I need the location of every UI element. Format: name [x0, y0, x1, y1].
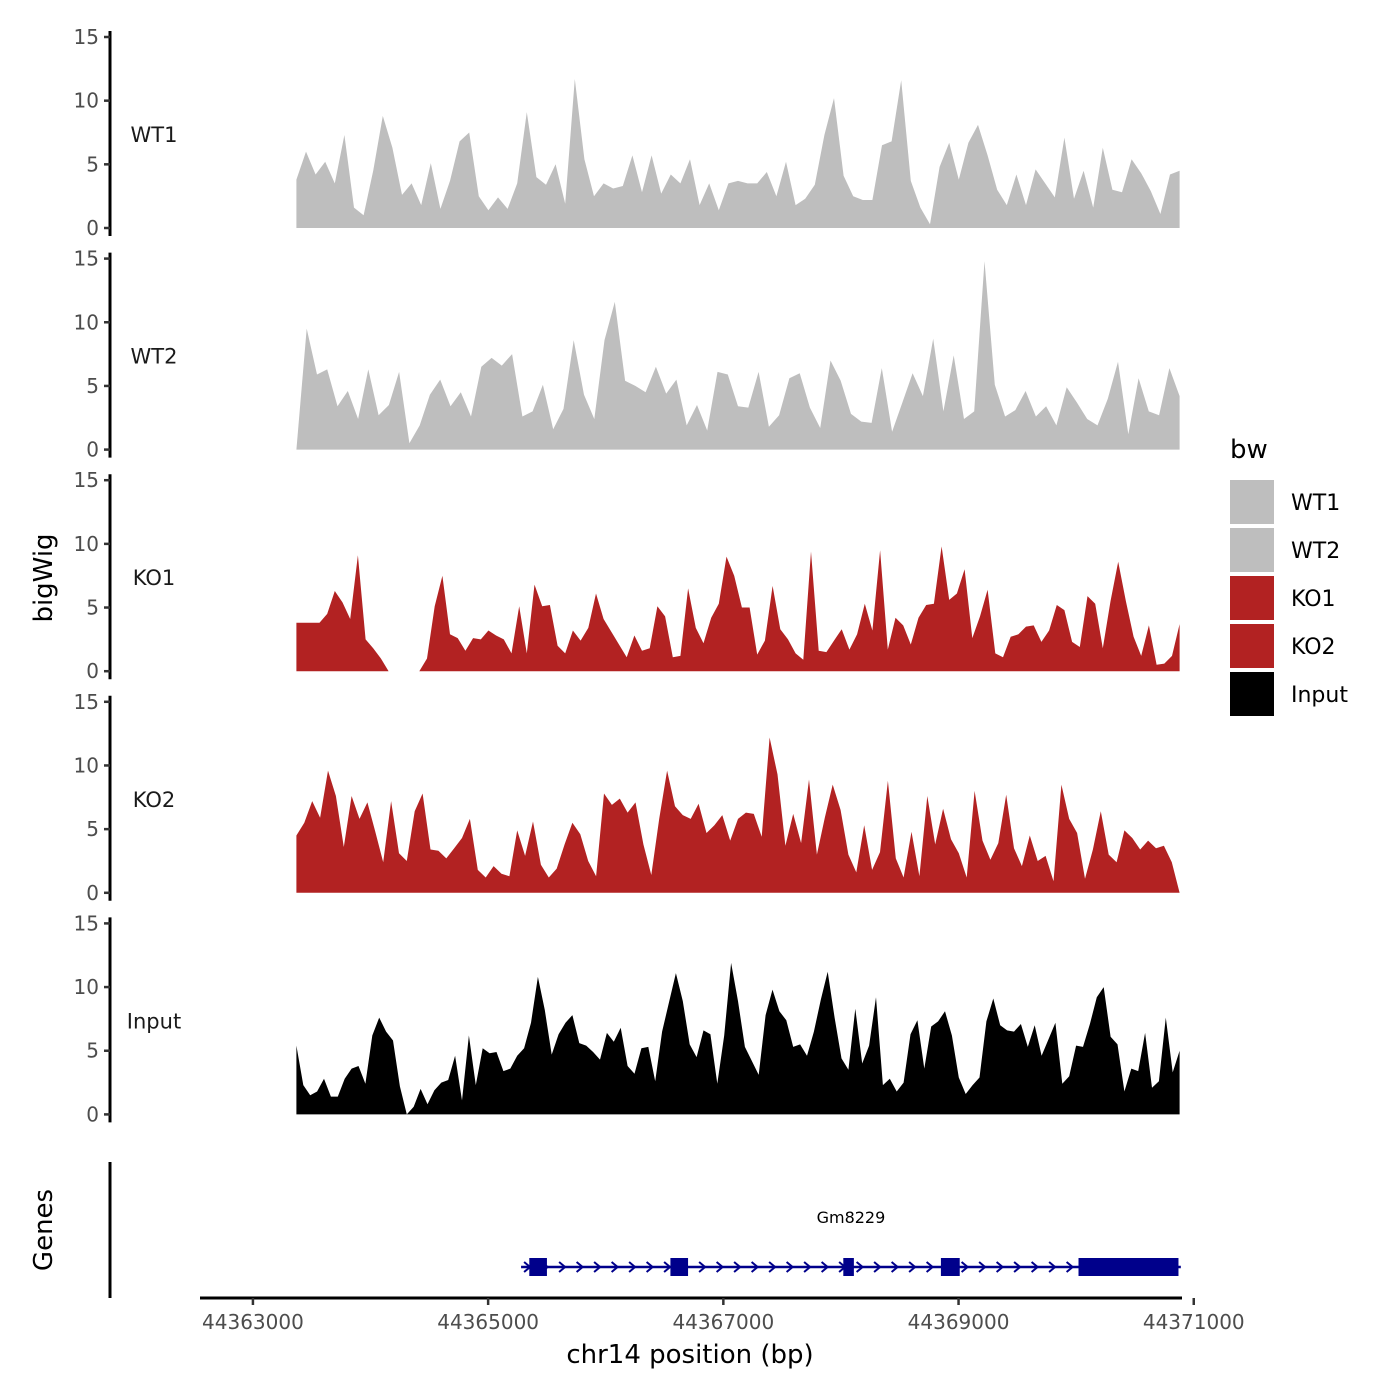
strand-arrow — [1030, 1261, 1040, 1273]
panel-label-wt2: WT2 — [131, 345, 178, 369]
legend: bw WT1 WT2 KO1 KO2 Input — [1230, 435, 1348, 716]
y-tick-label: 0 — [86, 216, 99, 240]
legend-title: bw — [1230, 435, 1268, 465]
y-tick-label: 0 — [86, 1102, 99, 1126]
panel-label-input: Input — [127, 1009, 181, 1033]
legend-entry-wt1: WT1 — [1230, 480, 1340, 524]
y-tick-label: 0 — [86, 659, 99, 683]
panel-label-ko2: KO2 — [133, 788, 176, 812]
legend-entry-ko2: KO2 — [1230, 624, 1336, 668]
legend-label: WT1 — [1291, 491, 1340, 516]
strand-arrow — [873, 1261, 882, 1273]
strand-arrow — [698, 1261, 707, 1273]
x-tick-label: 44371000 — [1143, 1310, 1245, 1334]
panel-input: 0 5 10 15 Input — [74, 911, 1180, 1126]
strand-arrow — [855, 1261, 865, 1273]
x-tick-label: 44365000 — [437, 1310, 539, 1334]
strand-arrow — [628, 1261, 637, 1273]
strand-arrow — [820, 1261, 830, 1273]
strand-arrow — [610, 1261, 620, 1273]
area-wt1 — [296, 79, 1180, 228]
y-tick-label: 0 — [86, 438, 99, 462]
signal-tracks: 0 5 10 15 WT1 0 5 10 15 WT2 0 5 10 15 KO1 0 5 10 15 KO2 0 5 10… — [74, 25, 1180, 1126]
gene-axis-title: Genes — [29, 1189, 59, 1271]
legend-label: WT2 — [1291, 539, 1340, 564]
legend-entry-wt2: WT2 — [1230, 528, 1340, 572]
legend-swatch — [1230, 672, 1274, 716]
strand-arrow — [995, 1261, 1005, 1273]
strand-arrow — [733, 1261, 742, 1273]
y-axis-title: bigWig — [29, 533, 59, 622]
panel-ko2: 0 5 10 15 KO2 — [74, 690, 1180, 905]
y-tick-label: 10 — [74, 975, 99, 999]
y-tick-label: 5 — [86, 596, 99, 620]
strand-arrow — [925, 1261, 935, 1273]
exon — [940, 1258, 960, 1276]
legend-swatch — [1230, 576, 1274, 620]
y-tick-label: 10 — [74, 89, 99, 113]
y-tick-label: 15 — [74, 468, 99, 492]
y-tick-label: 10 — [74, 532, 99, 556]
strand-arrow — [908, 1261, 917, 1273]
gene-gm8229: Gm8229 — [521, 1208, 1181, 1276]
y-tick-label: 0 — [86, 881, 99, 905]
legend-swatch — [1230, 528, 1274, 572]
legend-entry-ko1: KO1 — [1230, 576, 1336, 620]
strand-arrow — [1013, 1261, 1022, 1273]
legend-label: Input — [1291, 683, 1348, 708]
area-ko2 — [296, 737, 1180, 893]
area-input — [296, 962, 1180, 1115]
x-tick-label: 44367000 — [672, 1310, 774, 1334]
x-tick-label: 44363000 — [202, 1310, 304, 1334]
strand-arrow — [645, 1261, 655, 1273]
strand-arrow — [663, 1261, 672, 1273]
y-tick-label: 15 — [74, 911, 99, 935]
strand-arrow — [750, 1261, 760, 1273]
legend-swatch — [1230, 480, 1274, 524]
y-tick-label: 5 — [86, 1039, 99, 1063]
x-tick-label: 44369000 — [908, 1310, 1010, 1334]
strand-arrow — [593, 1261, 602, 1273]
x-axis-title: chr14 position (bp) — [566, 1340, 813, 1370]
strand-arrow — [785, 1261, 795, 1273]
y-tick-label: 15 — [74, 25, 99, 49]
x-axis: 44363000 44365000 44367000 44369000 44371000 — [200, 1296, 1245, 1334]
strand-arrow — [1065, 1261, 1075, 1273]
legend-label: KO2 — [1291, 635, 1336, 660]
strand-arrow — [768, 1261, 777, 1273]
legend-swatch — [1230, 624, 1274, 668]
gene-label: Gm8229 — [817, 1208, 886, 1227]
strand-arrow — [803, 1261, 812, 1273]
panel-label-ko1: KO1 — [133, 566, 176, 590]
exon — [843, 1258, 854, 1276]
strand-arrow — [978, 1261, 987, 1273]
y-tick-label: 10 — [74, 310, 99, 334]
exon — [529, 1258, 547, 1276]
legend-entry-input: Input — [1230, 672, 1348, 716]
legend-label: KO1 — [1291, 587, 1336, 612]
strand-arrow — [890, 1261, 900, 1273]
strand-arrow — [960, 1261, 970, 1273]
panel-wt1: 0 5 10 15 WT1 — [74, 25, 1180, 240]
y-tick-label: 5 — [86, 374, 99, 398]
strand-arrow — [575, 1261, 585, 1273]
panel-ko1: 0 5 10 15 KO1 — [74, 468, 1180, 683]
y-tick-label: 15 — [74, 247, 99, 271]
area-ko1 — [296, 546, 1180, 672]
strand-arrow — [715, 1261, 725, 1273]
y-tick-label: 5 — [86, 817, 99, 841]
strand-arrow — [1048, 1261, 1057, 1273]
y-tick-label: 10 — [74, 753, 99, 777]
y-tick-label: 15 — [74, 690, 99, 714]
area-wt2 — [296, 261, 1180, 450]
genes-panel: Gm8229 — [108, 1162, 1181, 1298]
y-tick-label: 5 — [86, 152, 99, 176]
panel-wt2: 0 5 10 15 WT2 — [74, 247, 1180, 462]
exon — [1078, 1258, 1179, 1276]
panel-label-wt1: WT1 — [131, 123, 178, 147]
strand-arrow — [558, 1261, 567, 1273]
exon — [670, 1258, 689, 1276]
